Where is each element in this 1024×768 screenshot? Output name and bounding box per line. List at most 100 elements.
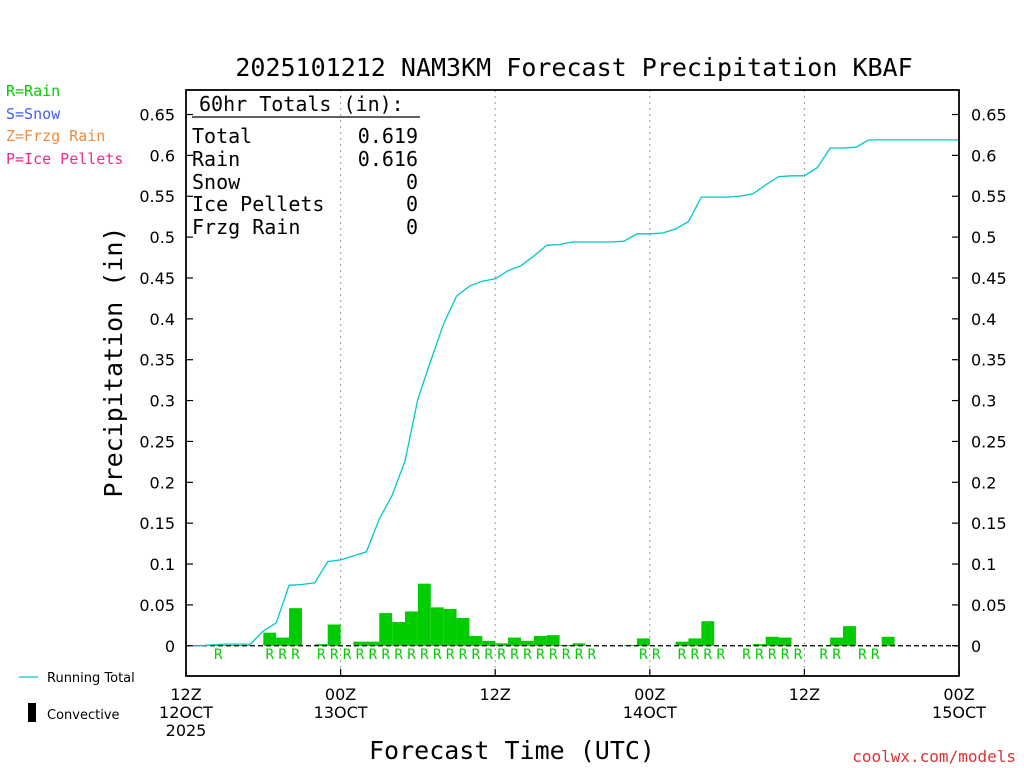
series-legend: Running Total Convective: [19, 671, 135, 723]
precip-bar-hour-11: [327, 624, 341, 646]
precip-bar-hour-24: [495, 643, 509, 646]
precip-bar-hour-3: [224, 644, 238, 646]
precip-type-marker-hour-24: R: [497, 647, 506, 663]
legend-frzg-rain: Z=Frzg Rain: [6, 127, 105, 145]
precip-type-marker-hour-31: R: [588, 647, 597, 663]
precip-type-marker-hour-25: R: [510, 647, 519, 663]
totals-box: 60hr Totals (in): Total 0.619 Rain 0.616…: [192, 92, 420, 239]
y-tick-label-left-2: 0.55: [139, 187, 175, 206]
precip-type-marker-hour-40: R: [704, 647, 713, 663]
precip-type-marker-hour-28: R: [549, 647, 558, 663]
precip-type-marker-hour-41: R: [716, 647, 725, 663]
precip-type-marker-hour-2: R: [214, 647, 223, 663]
precip-type-marker-hour-18: R: [420, 647, 429, 663]
precip-bar-hour-8: [289, 608, 302, 646]
precip-bar-hour-46: [778, 637, 792, 646]
x-tick-label-4-0: 12Z: [789, 685, 820, 704]
x-tick-label-1-0: 00Z: [325, 685, 356, 704]
x-axis-label: Forecast Time (UTC): [369, 736, 655, 765]
y-tick-label-left-13: 0: [165, 637, 175, 656]
precip-type-marker-hour-16: R: [394, 647, 403, 663]
precip-type-marker-hour-14: R: [369, 647, 378, 663]
precip-type-marker-hour-10: R: [317, 647, 326, 663]
precip-bar-hour-10: [314, 644, 328, 646]
precip-bar-hour-20: [443, 608, 457, 646]
totals-value-snow: 0: [406, 170, 418, 194]
precip-bar-hour-35: [636, 638, 650, 646]
type-legend: R=Rain S=Snow Z=Frzg Rain P=Ice Pellets: [6, 82, 123, 168]
y-tick-label-left-11: 0.1: [150, 555, 175, 574]
running-total-legend-label: Running Total: [47, 671, 135, 686]
y-tick-label-left-7: 0.3: [150, 392, 175, 411]
totals-value-ice-pellets: 0: [406, 192, 418, 216]
y-tick-label-left-12: 0.05: [139, 596, 175, 615]
precip-bar-hour-15: [379, 613, 393, 646]
x-tick-label-5-1: 15OCT: [932, 703, 986, 722]
precip-bar-hour-40: [701, 621, 715, 646]
totals-value-frzg-rain: 0: [406, 215, 418, 239]
precip-bar-hour-6: [263, 632, 277, 646]
precip-bar-hour-13: [353, 641, 367, 646]
plot-frame: [185, 89, 960, 677]
precip-bar-hour-18: [417, 583, 431, 646]
y-tick-label-right-11: 0.1: [971, 555, 996, 574]
y-tick-label-left-0: 0.65: [139, 106, 175, 125]
totals-value-rain: 0.616: [358, 147, 418, 171]
y-tick-labels: 0.65 0.65 0.6 0.6 0.55 0.55 0.5 0.5 0.45 0.45 0.4 0…: [139, 106, 1006, 656]
precip-type-marker-hour-52: R: [858, 647, 867, 663]
precip-type-marker-hour-49: R: [820, 647, 829, 663]
precip-type-marker-hour-35: R: [639, 647, 648, 663]
legend-rain: R=Rain: [6, 82, 60, 100]
totals-label-ice-pellets: Ice Pellets: [192, 192, 324, 216]
axes: [185, 89, 960, 677]
credit-text: coolwx.com/models: [852, 747, 1016, 766]
precip-type-marker-hour-13: R: [356, 647, 365, 663]
precip-bar-hour-7: [276, 637, 290, 646]
totals-label-rain: Rain: [192, 147, 240, 171]
convective-legend-swatch: [28, 703, 36, 722]
y-tick-label-right-10: 0.15: [971, 514, 1007, 533]
precip-type-marker-hour-47: R: [794, 647, 803, 663]
precip-type-marker-hour-44: R: [755, 647, 764, 663]
precip-type-marker-hour-6: R: [266, 647, 275, 663]
y-tick-label-left-10: 0.15: [139, 514, 175, 533]
y-tick-label-left-6: 0.35: [139, 351, 175, 370]
y-tick-label-right-5: 0.4: [971, 310, 996, 329]
totals-value-total: 0.619: [358, 124, 418, 148]
convective-legend-label: Convective: [47, 708, 120, 723]
precip-bar-hour-23: [482, 640, 496, 646]
precip-type-marker-hour-39: R: [691, 647, 700, 663]
totals-header: 60hr Totals (in):: [199, 92, 404, 116]
precip-bar-hour-22: [469, 635, 483, 646]
precip-type-marker-hour-22: R: [472, 647, 481, 663]
y-tick-label-right-7: 0.3: [971, 392, 996, 411]
y-tick-label-left-3: 0.5: [150, 228, 175, 247]
legend-ice-pellets: P=Ice Pellets: [6, 150, 123, 168]
y-tick-label-right-1: 0.6: [971, 146, 996, 165]
chart-title: 2025101212 NAM3KM Forecast Precipitation…: [235, 53, 912, 82]
y-tick-label-right-8: 0.25: [971, 432, 1007, 451]
y-tick-label-left-4: 0.45: [139, 269, 175, 288]
precip-type-marker-hour-30: R: [575, 647, 584, 663]
precip-bar-hour-27: [533, 635, 547, 646]
precip-type-marker-hour-43: R: [742, 647, 751, 663]
precip-type-marker-hour-38: R: [678, 647, 687, 663]
y-tick-label-right-4: 0.45: [971, 269, 1007, 288]
y-tick-label-left-5: 0.4: [150, 310, 175, 329]
precip-type-marker-hour-7: R: [278, 647, 287, 663]
precip-type-marker-hour-11: R: [330, 647, 339, 663]
precip-type-marker-hour-21: R: [459, 647, 468, 663]
y-tick-label-right-3: 0.5: [971, 228, 996, 247]
precip-bar-hour-54: [881, 636, 895, 646]
y-tick-label-right-12: 0.05: [971, 596, 1007, 615]
precip-type-marker-hour-15: R: [381, 647, 390, 663]
precip-bar-hour-19: [430, 607, 444, 646]
totals-label-snow: Snow: [192, 170, 241, 194]
precip-bar-hour-17: [405, 611, 418, 646]
precip-type-marker-hour-12: R: [343, 647, 352, 663]
precip-type-marker-hour-23: R: [485, 647, 494, 663]
precip-bar-hour-30: [572, 643, 586, 646]
precip-type-marker-hour-8: R: [291, 647, 300, 663]
